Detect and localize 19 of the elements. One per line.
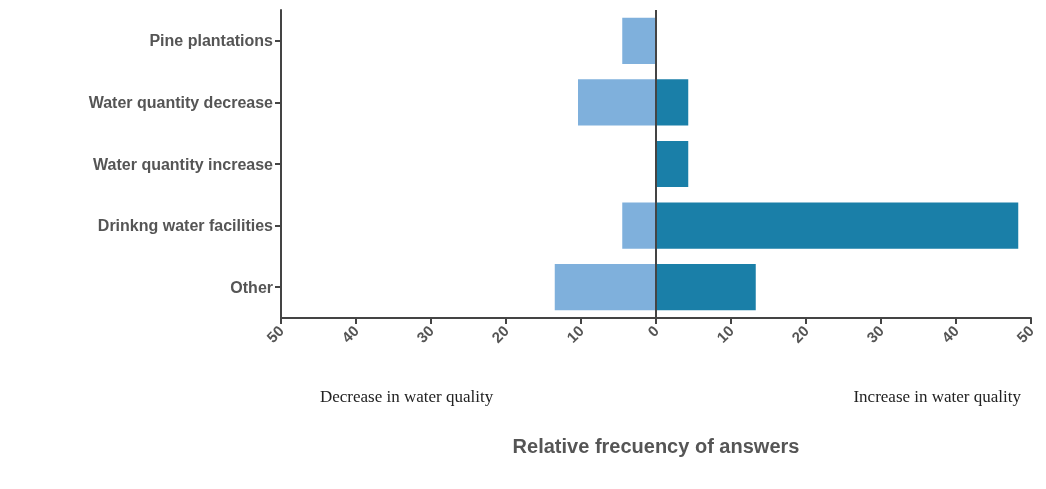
y-tick-label: Pine plantations [149, 32, 274, 50]
y-tick-label: Other [230, 278, 273, 296]
x-tick-label: 40 [338, 321, 363, 346]
y-tick-label: Water quantity increase [93, 155, 274, 173]
y-tick-label: Drinkng water facilities [97, 217, 274, 235]
x-tick-label: 10 [713, 321, 738, 346]
x-tick-label: 40 [938, 321, 963, 346]
text: Decrease in water quality [320, 387, 494, 406]
x-tick-label: 50 [263, 321, 288, 346]
x-tick-label: 50 [1013, 321, 1038, 346]
x-axis-title: Relative frecuency of answers [512, 435, 800, 457]
x-tick-label: 20 [788, 321, 813, 346]
x-tick-label: 30 [413, 321, 438, 346]
y-tick-label: Water quantity decrease [88, 93, 274, 111]
x-tick-label: 30 [863, 321, 888, 346]
x-tick-label: 20 [488, 321, 513, 346]
x-tick-label: 10 [563, 321, 588, 346]
text: Increase in water quality [853, 387, 1022, 406]
x-tick-label: 0 [644, 321, 663, 340]
